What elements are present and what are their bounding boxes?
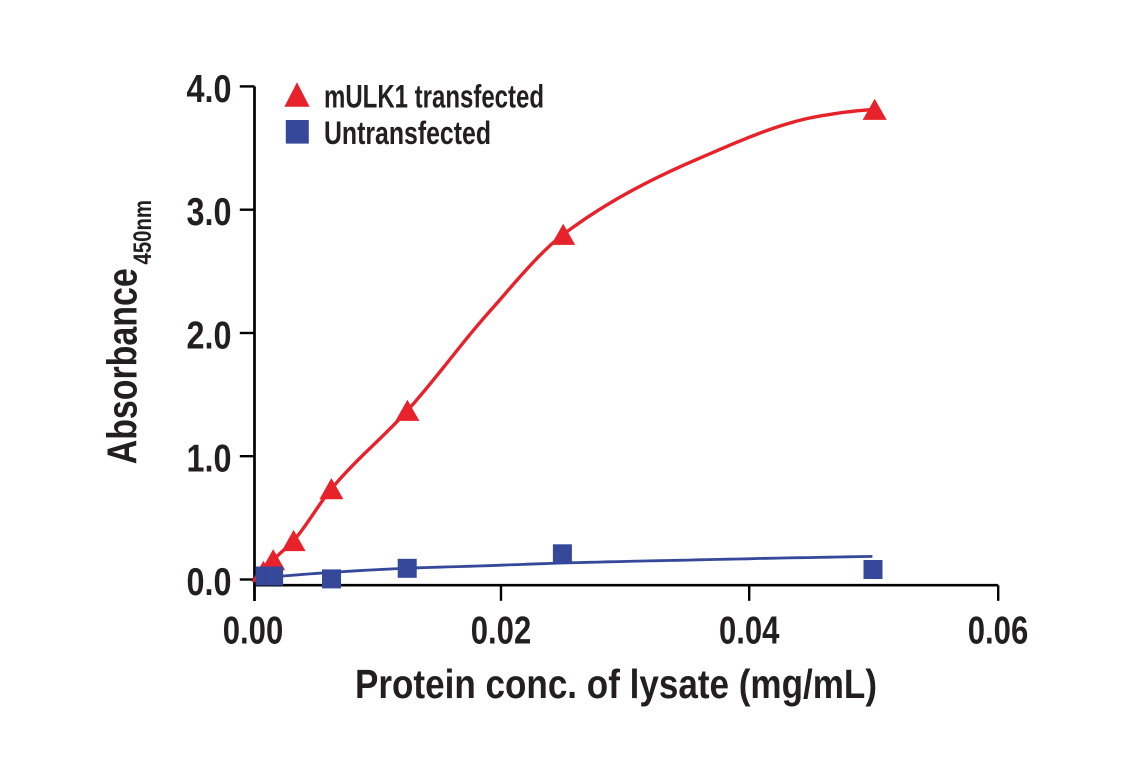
svg-text:3.0: 3.0 [187,191,232,234]
svg-text:Absorbance: Absorbance [99,268,146,464]
svg-text:mULK1 transfected: mULK1 transfected [324,79,544,115]
svg-text:450nm: 450nm [130,200,157,265]
svg-text:2.0: 2.0 [187,314,232,357]
svg-text:0.02: 0.02 [471,610,532,653]
svg-text:4.0: 4.0 [187,68,232,111]
svg-text:1.0: 1.0 [187,438,232,481]
svg-text:0.0: 0.0 [187,561,232,604]
svg-text:0.04: 0.04 [719,610,780,653]
svg-text:Protein conc. of lysate (mg/mL: Protein conc. of lysate (mg/mL) [355,661,877,707]
svg-text:Untransfected: Untransfected [324,115,491,151]
svg-text:0.00: 0.00 [223,610,284,653]
svg-text:0.06: 0.06 [968,610,1029,653]
